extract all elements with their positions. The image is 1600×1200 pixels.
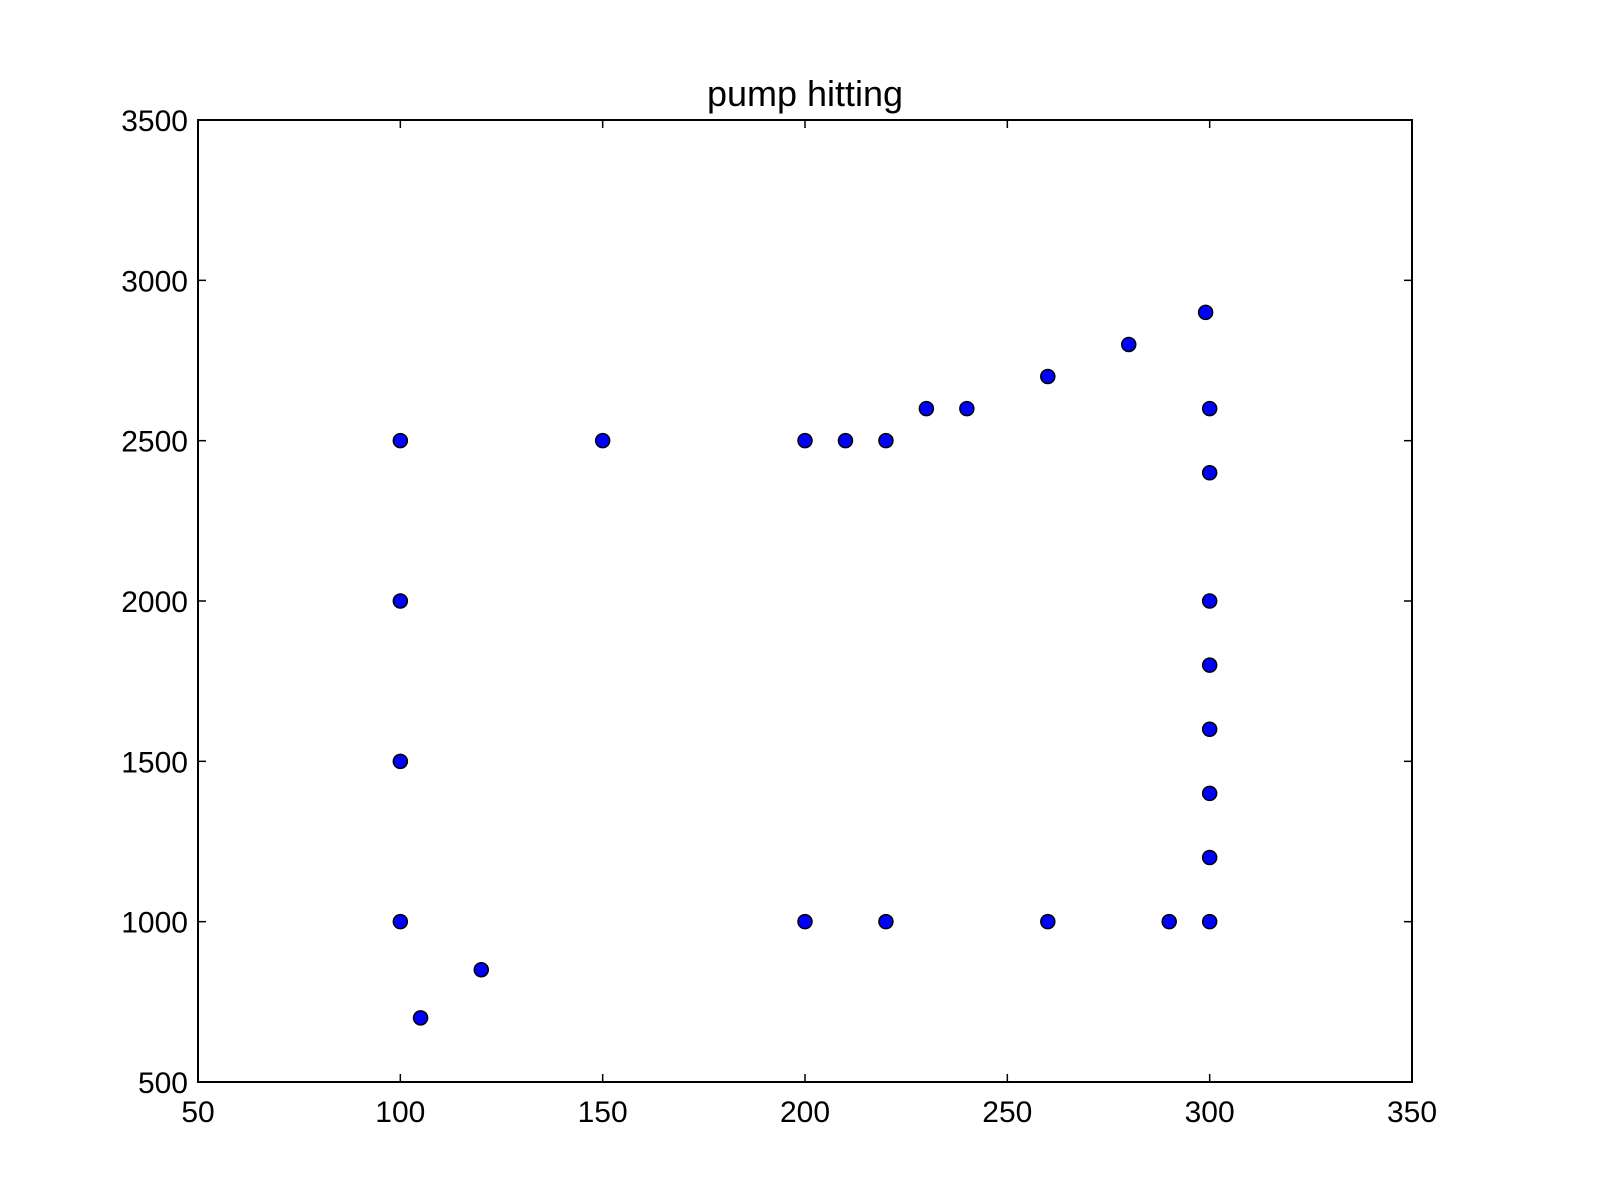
x-tick-label: 200 bbox=[780, 1096, 830, 1129]
data-point bbox=[918, 400, 935, 417]
data-point bbox=[392, 593, 409, 609]
data-point bbox=[1040, 368, 1056, 385]
y-tick-label: 500 bbox=[138, 1067, 188, 1100]
data-point bbox=[1201, 785, 1218, 802]
data-point bbox=[412, 1010, 429, 1026]
data-point bbox=[1201, 849, 1218, 866]
data-point bbox=[878, 432, 894, 449]
data-point bbox=[392, 753, 409, 770]
x-tick-label: 300 bbox=[1185, 1096, 1235, 1129]
data-point bbox=[392, 913, 409, 930]
x-tick-label: 100 bbox=[375, 1096, 425, 1129]
data-point bbox=[473, 962, 490, 978]
x-tick-label: 250 bbox=[982, 1096, 1032, 1129]
data-point bbox=[959, 400, 975, 417]
y-tick-label: 1000 bbox=[121, 907, 188, 940]
y-tick-label: 3000 bbox=[121, 265, 188, 298]
data-point bbox=[1201, 913, 1218, 930]
data-point bbox=[1040, 913, 1056, 930]
data-point bbox=[878, 913, 894, 930]
data-point bbox=[1201, 464, 1218, 481]
y-tick-label: 1500 bbox=[121, 746, 188, 779]
data-point bbox=[1201, 593, 1218, 609]
y-tick-label: 2500 bbox=[121, 426, 188, 459]
data-point bbox=[1197, 304, 1214, 321]
chart-title: pump hitting bbox=[707, 73, 903, 114]
data-point bbox=[1201, 721, 1218, 738]
axis-ticks: 50 100 150 200 250 300 350 500 1000 1500 2000 2500 3… bbox=[121, 105, 1437, 1129]
data-point bbox=[1161, 913, 1177, 930]
y-tick-label: 3500 bbox=[121, 105, 188, 138]
data-point bbox=[1201, 657, 1218, 673]
data-point bbox=[797, 432, 813, 449]
data-point bbox=[1120, 336, 1137, 353]
data-points bbox=[392, 304, 1218, 1026]
data-point bbox=[594, 432, 611, 449]
data-point bbox=[797, 913, 813, 930]
data-point bbox=[1201, 400, 1218, 417]
data-point bbox=[837, 432, 854, 449]
x-tick-label: 150 bbox=[578, 1096, 628, 1129]
y-tick-label: 2000 bbox=[121, 586, 188, 619]
plot-area-frame bbox=[197, 119, 1413, 1083]
x-tick-label: 50 bbox=[181, 1096, 214, 1129]
x-tick-label: 350 bbox=[1387, 1096, 1437, 1129]
data-point bbox=[392, 432, 409, 449]
